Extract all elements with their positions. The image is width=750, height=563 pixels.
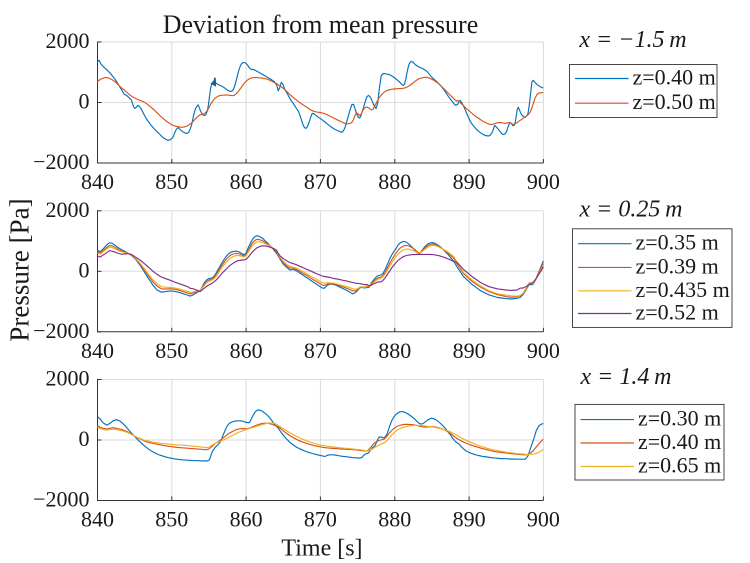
svg-text:2000: 2000 xyxy=(46,366,90,391)
svg-text:2000: 2000 xyxy=(46,197,90,222)
svg-text:x = −1.5 m: x = −1.5 m xyxy=(578,27,686,53)
svg-text:−2000: −2000 xyxy=(33,487,89,512)
svg-text:z=0.65 m: z=0.65 m xyxy=(638,453,721,478)
svg-text:900: 900 xyxy=(527,507,560,532)
svg-text:0: 0 xyxy=(79,426,90,451)
svg-text:880: 880 xyxy=(378,169,411,194)
svg-text:z=0.30 m: z=0.30 m xyxy=(638,406,721,431)
svg-text:900: 900 xyxy=(527,338,560,363)
svg-text:Time [s]: Time [s] xyxy=(281,536,362,562)
svg-text:850: 850 xyxy=(155,507,188,532)
svg-text:870: 870 xyxy=(304,338,337,363)
svg-text:x = 1.4 m: x = 1.4 m xyxy=(580,364,672,390)
svg-text:880: 880 xyxy=(378,338,411,363)
svg-text:840: 840 xyxy=(81,507,114,532)
svg-text:x = 0.25 m: x = 0.25 m xyxy=(579,197,683,223)
svg-text:z=0.50 m: z=0.50 m xyxy=(633,89,716,114)
svg-text:2000: 2000 xyxy=(46,28,90,53)
svg-text:z=0.52 m: z=0.52 m xyxy=(636,300,719,325)
svg-text:840: 840 xyxy=(81,169,114,194)
svg-text:0: 0 xyxy=(79,257,90,282)
svg-text:840: 840 xyxy=(81,338,114,363)
svg-text:z=0.39 m: z=0.39 m xyxy=(636,253,719,278)
svg-text:870: 870 xyxy=(304,507,337,532)
svg-text:860: 860 xyxy=(230,338,263,363)
svg-text:−2000: −2000 xyxy=(33,318,89,343)
svg-text:860: 860 xyxy=(230,507,263,532)
svg-text:900: 900 xyxy=(527,169,560,194)
svg-text:870: 870 xyxy=(304,169,337,194)
svg-text:−2000: −2000 xyxy=(33,149,89,174)
svg-text:850: 850 xyxy=(155,169,188,194)
svg-text:890: 890 xyxy=(453,338,486,363)
svg-text:z=0.40 m: z=0.40 m xyxy=(638,429,721,454)
svg-text:0: 0 xyxy=(79,89,90,114)
svg-text:Deviation from mean pressure: Deviation from mean pressure xyxy=(163,10,479,39)
svg-text:890: 890 xyxy=(453,169,486,194)
svg-text:Pressure [Pa]: Pressure [Pa] xyxy=(5,198,35,341)
svg-text:890: 890 xyxy=(453,507,486,532)
svg-text:z=0.435 m: z=0.435 m xyxy=(636,277,730,302)
svg-text:850: 850 xyxy=(155,338,188,363)
svg-text:880: 880 xyxy=(378,507,411,532)
svg-text:z=0.35 m: z=0.35 m xyxy=(636,230,719,255)
svg-text:z=0.40 m: z=0.40 m xyxy=(633,65,716,90)
svg-text:860: 860 xyxy=(230,169,263,194)
